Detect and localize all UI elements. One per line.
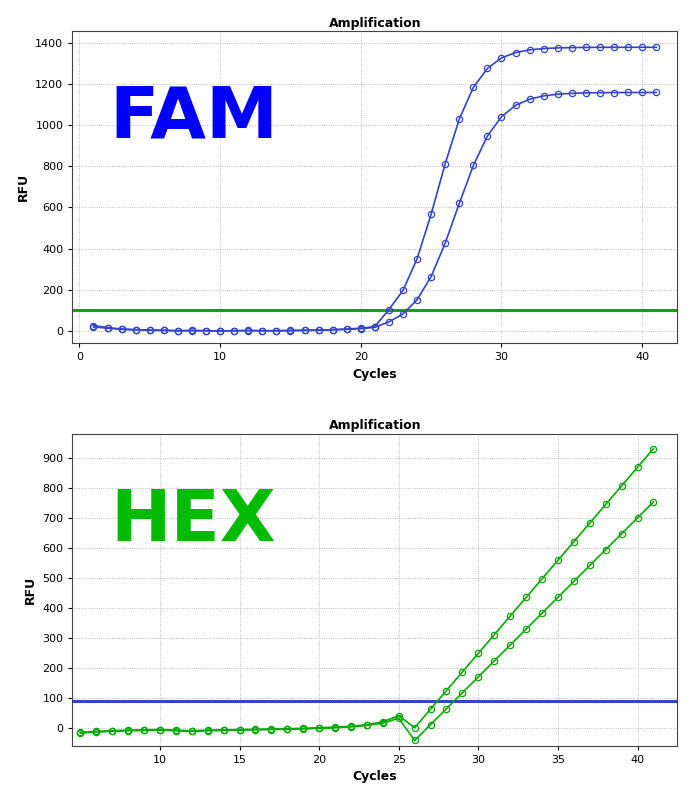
Text: HEX: HEX [110, 486, 276, 555]
Title: Amplification: Amplification [328, 419, 421, 433]
Text: FAM: FAM [109, 84, 278, 153]
Title: Amplification: Amplification [328, 17, 421, 30]
Y-axis label: RFU: RFU [17, 173, 30, 201]
Y-axis label: RFU: RFU [24, 576, 37, 604]
X-axis label: Cycles: Cycles [353, 770, 397, 783]
X-axis label: Cycles: Cycles [353, 367, 397, 381]
